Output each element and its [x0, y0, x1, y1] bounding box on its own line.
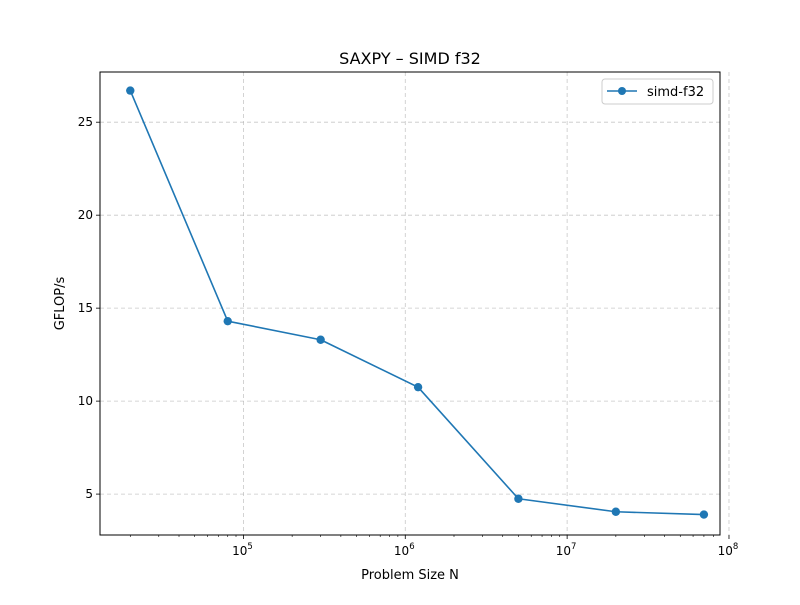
legend: simd-f32: [601, 78, 714, 105]
series-layer: [126, 86, 709, 519]
y-axis-label: GFLOP/s: [53, 276, 68, 330]
grid: [100, 72, 730, 535]
x-axis-label: Problem Size N: [361, 568, 459, 583]
legend-marker-swatch: [618, 87, 626, 95]
plot-frame: [99, 71, 721, 536]
x-tick-label: 106: [394, 542, 415, 558]
legend-box: [601, 78, 714, 105]
data-point: [611, 507, 621, 516]
x-tick-label: 107: [556, 542, 577, 558]
x-tick-label: 108: [718, 542, 739, 558]
data-point: [126, 86, 135, 95]
data-point: [316, 335, 325, 344]
y-tick-label: 5: [85, 487, 93, 501]
y-tick-label: 10: [78, 394, 93, 408]
y-tick-label: 25: [78, 115, 93, 129]
data-point: [514, 494, 523, 503]
y-tick-label: 20: [78, 208, 93, 222]
legend-label-simd-f32: simd-f32: [647, 85, 704, 100]
ticks: 5 10 15 20 25 105 106 107 108: [78, 115, 739, 558]
data-point: [699, 510, 709, 519]
y-tick-label: 15: [78, 301, 93, 315]
chart-title: SAXPY – SIMD f32: [339, 49, 481, 68]
x-tick-label: 105: [232, 542, 253, 558]
data-point: [413, 382, 423, 392]
data-point: [223, 316, 232, 326]
